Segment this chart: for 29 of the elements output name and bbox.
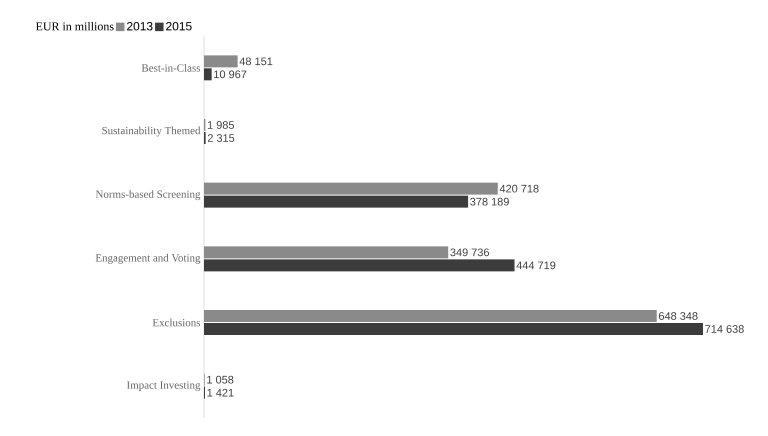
- data-label: 2 315: [208, 134, 234, 142]
- data-label: 1 421: [208, 388, 234, 396]
- y-tick-label: Norms-based Screening: [96, 190, 200, 200]
- y-tick-label: Impact Investing: [126, 381, 200, 391]
- data-label: 1 985: [208, 121, 234, 129]
- data-label: 444 719: [516, 261, 556, 270]
- bar: [204, 259, 515, 272]
- data-label: 349 736: [450, 248, 490, 256]
- data-label: 1 058: [207, 376, 234, 384]
- y-tick-label: Sustainability Themed: [102, 126, 200, 136]
- data-label: 648 348: [658, 312, 698, 320]
- bar: [204, 196, 468, 208]
- data-label: 10 967: [214, 70, 246, 78]
- bar: [204, 246, 448, 258]
- legend-label: 2013: [127, 22, 153, 30]
- bar: [204, 323, 704, 335]
- bar: [204, 68, 212, 80]
- legend-label: 2015: [166, 22, 192, 30]
- data-label: 714 638: [705, 325, 744, 333]
- data-label: 378 189: [470, 198, 509, 206]
- bar: [204, 310, 657, 322]
- data-label: 420 718: [500, 184, 539, 193]
- y-tick-label: Best-in-Class: [142, 64, 200, 72]
- y-tick-label: Engagement and Voting: [96, 254, 200, 264]
- bar: [204, 55, 238, 68]
- legend-title: EUR in millions: [36, 22, 114, 30]
- bar: [204, 182, 498, 195]
- y-tick-label: Exclusions: [152, 318, 200, 326]
- data-label: 48 151: [240, 57, 272, 66]
